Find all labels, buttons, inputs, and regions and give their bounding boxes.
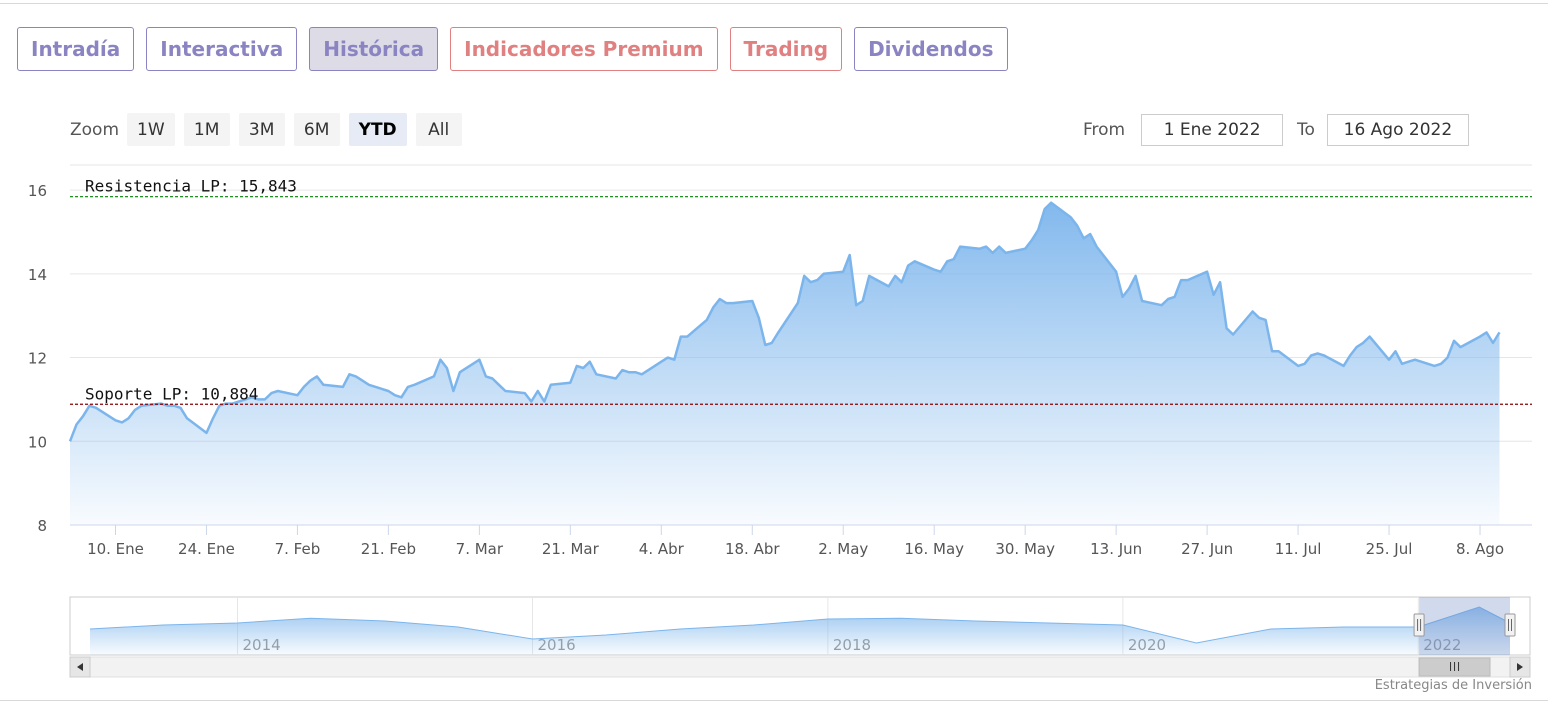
y-tick-label: 14 (28, 266, 47, 284)
tab-hist-rica[interactable]: Histórica (309, 27, 439, 71)
zoom-button-3m[interactable]: 3M (238, 113, 285, 146)
zoom-label: Zoom (70, 119, 120, 140)
x-tick-label: 24. Ene (178, 540, 235, 558)
tab-interactiva[interactable]: Interactiva (146, 27, 298, 71)
y-tick-label: 8 (37, 517, 47, 535)
x-tick-label: 11. Jul (1275, 540, 1322, 558)
x-tick-label: 7. Feb (275, 540, 321, 558)
to-label: To (1297, 120, 1315, 140)
x-tick-label: 18. Abr (725, 540, 780, 558)
navigator-handle-right[interactable] (1504, 613, 1516, 637)
from-date-input[interactable]: 1 Ene 2022 (1141, 114, 1284, 146)
scroll-left-arrow-icon (77, 663, 83, 671)
tab-dividendos[interactable]: Dividendos (854, 27, 1008, 71)
navigator-handle-left[interactable] (1413, 613, 1425, 637)
x-tick-label: 10. Ene (87, 540, 144, 558)
x-tick-label: 4. Abr (639, 540, 685, 558)
tab-bar: Intradía Interactiva Histórica Indicadores … (17, 27, 1008, 71)
navigator-line (89, 606, 1511, 644)
x-tick-label: 16. May (904, 540, 964, 558)
navigator-area (90, 607, 1510, 655)
x-tick-label: 30. May (995, 540, 1055, 558)
x-tick-label: 25. Jul (1366, 540, 1413, 558)
x-tick-label: 7. Mar (456, 540, 504, 558)
zoom-button-1m[interactable]: 1M (183, 113, 230, 146)
annotation-label: Soporte LP: 10,884 (85, 384, 258, 403)
x-tick-label: 13. Jun (1090, 540, 1142, 558)
series-area (70, 202, 1500, 525)
bottom-rule (0, 700, 1548, 701)
zoom-button-6m[interactable]: 6M (293, 113, 340, 146)
date-range-from: From 1 Ene 2022 (1083, 114, 1284, 146)
tab-intrad-a[interactable]: Intradía (17, 27, 135, 71)
y-tick-label: 10 (28, 433, 47, 451)
zoom-button-ytd[interactable]: YTD (348, 113, 407, 146)
series-line (68, 201, 1501, 442)
date-range-to: To 16 Ago 2022 (1297, 114, 1469, 146)
scrollbar-track[interactable] (69, 656, 1531, 678)
y-tick-label: 12 (28, 350, 47, 368)
tab-trading[interactable]: Trading (729, 27, 843, 71)
y-tick-label: 16 (28, 182, 47, 200)
zoom-controls: Zoom 1W 1M 3M 6M YTD All (70, 113, 471, 146)
zoom-button-all[interactable]: All (415, 113, 462, 146)
zoom-button-1w[interactable]: 1W (127, 113, 175, 146)
x-tick-label: 27. Jun (1181, 540, 1233, 558)
top-rule (0, 3, 1548, 4)
x-tick-label: 8. Ago (1456, 540, 1504, 558)
to-date-input[interactable]: 16 Ago 2022 (1326, 114, 1469, 146)
credit-text: Estrategias de Inversión (1374, 678, 1532, 693)
x-tick-label: 21. Feb (361, 540, 416, 558)
from-label: From (1083, 120, 1126, 140)
x-tick-label: 2. May (818, 540, 868, 558)
tab-indicadores-premium[interactable]: Indicadores Premium (450, 27, 718, 71)
scroll-right-arrow-icon (1517, 663, 1523, 671)
navigator-selection[interactable] (1419, 597, 1510, 655)
x-tick-label: 21. Mar (542, 540, 600, 558)
annotation-label: Resistencia LP: 15,843 (85, 177, 297, 196)
